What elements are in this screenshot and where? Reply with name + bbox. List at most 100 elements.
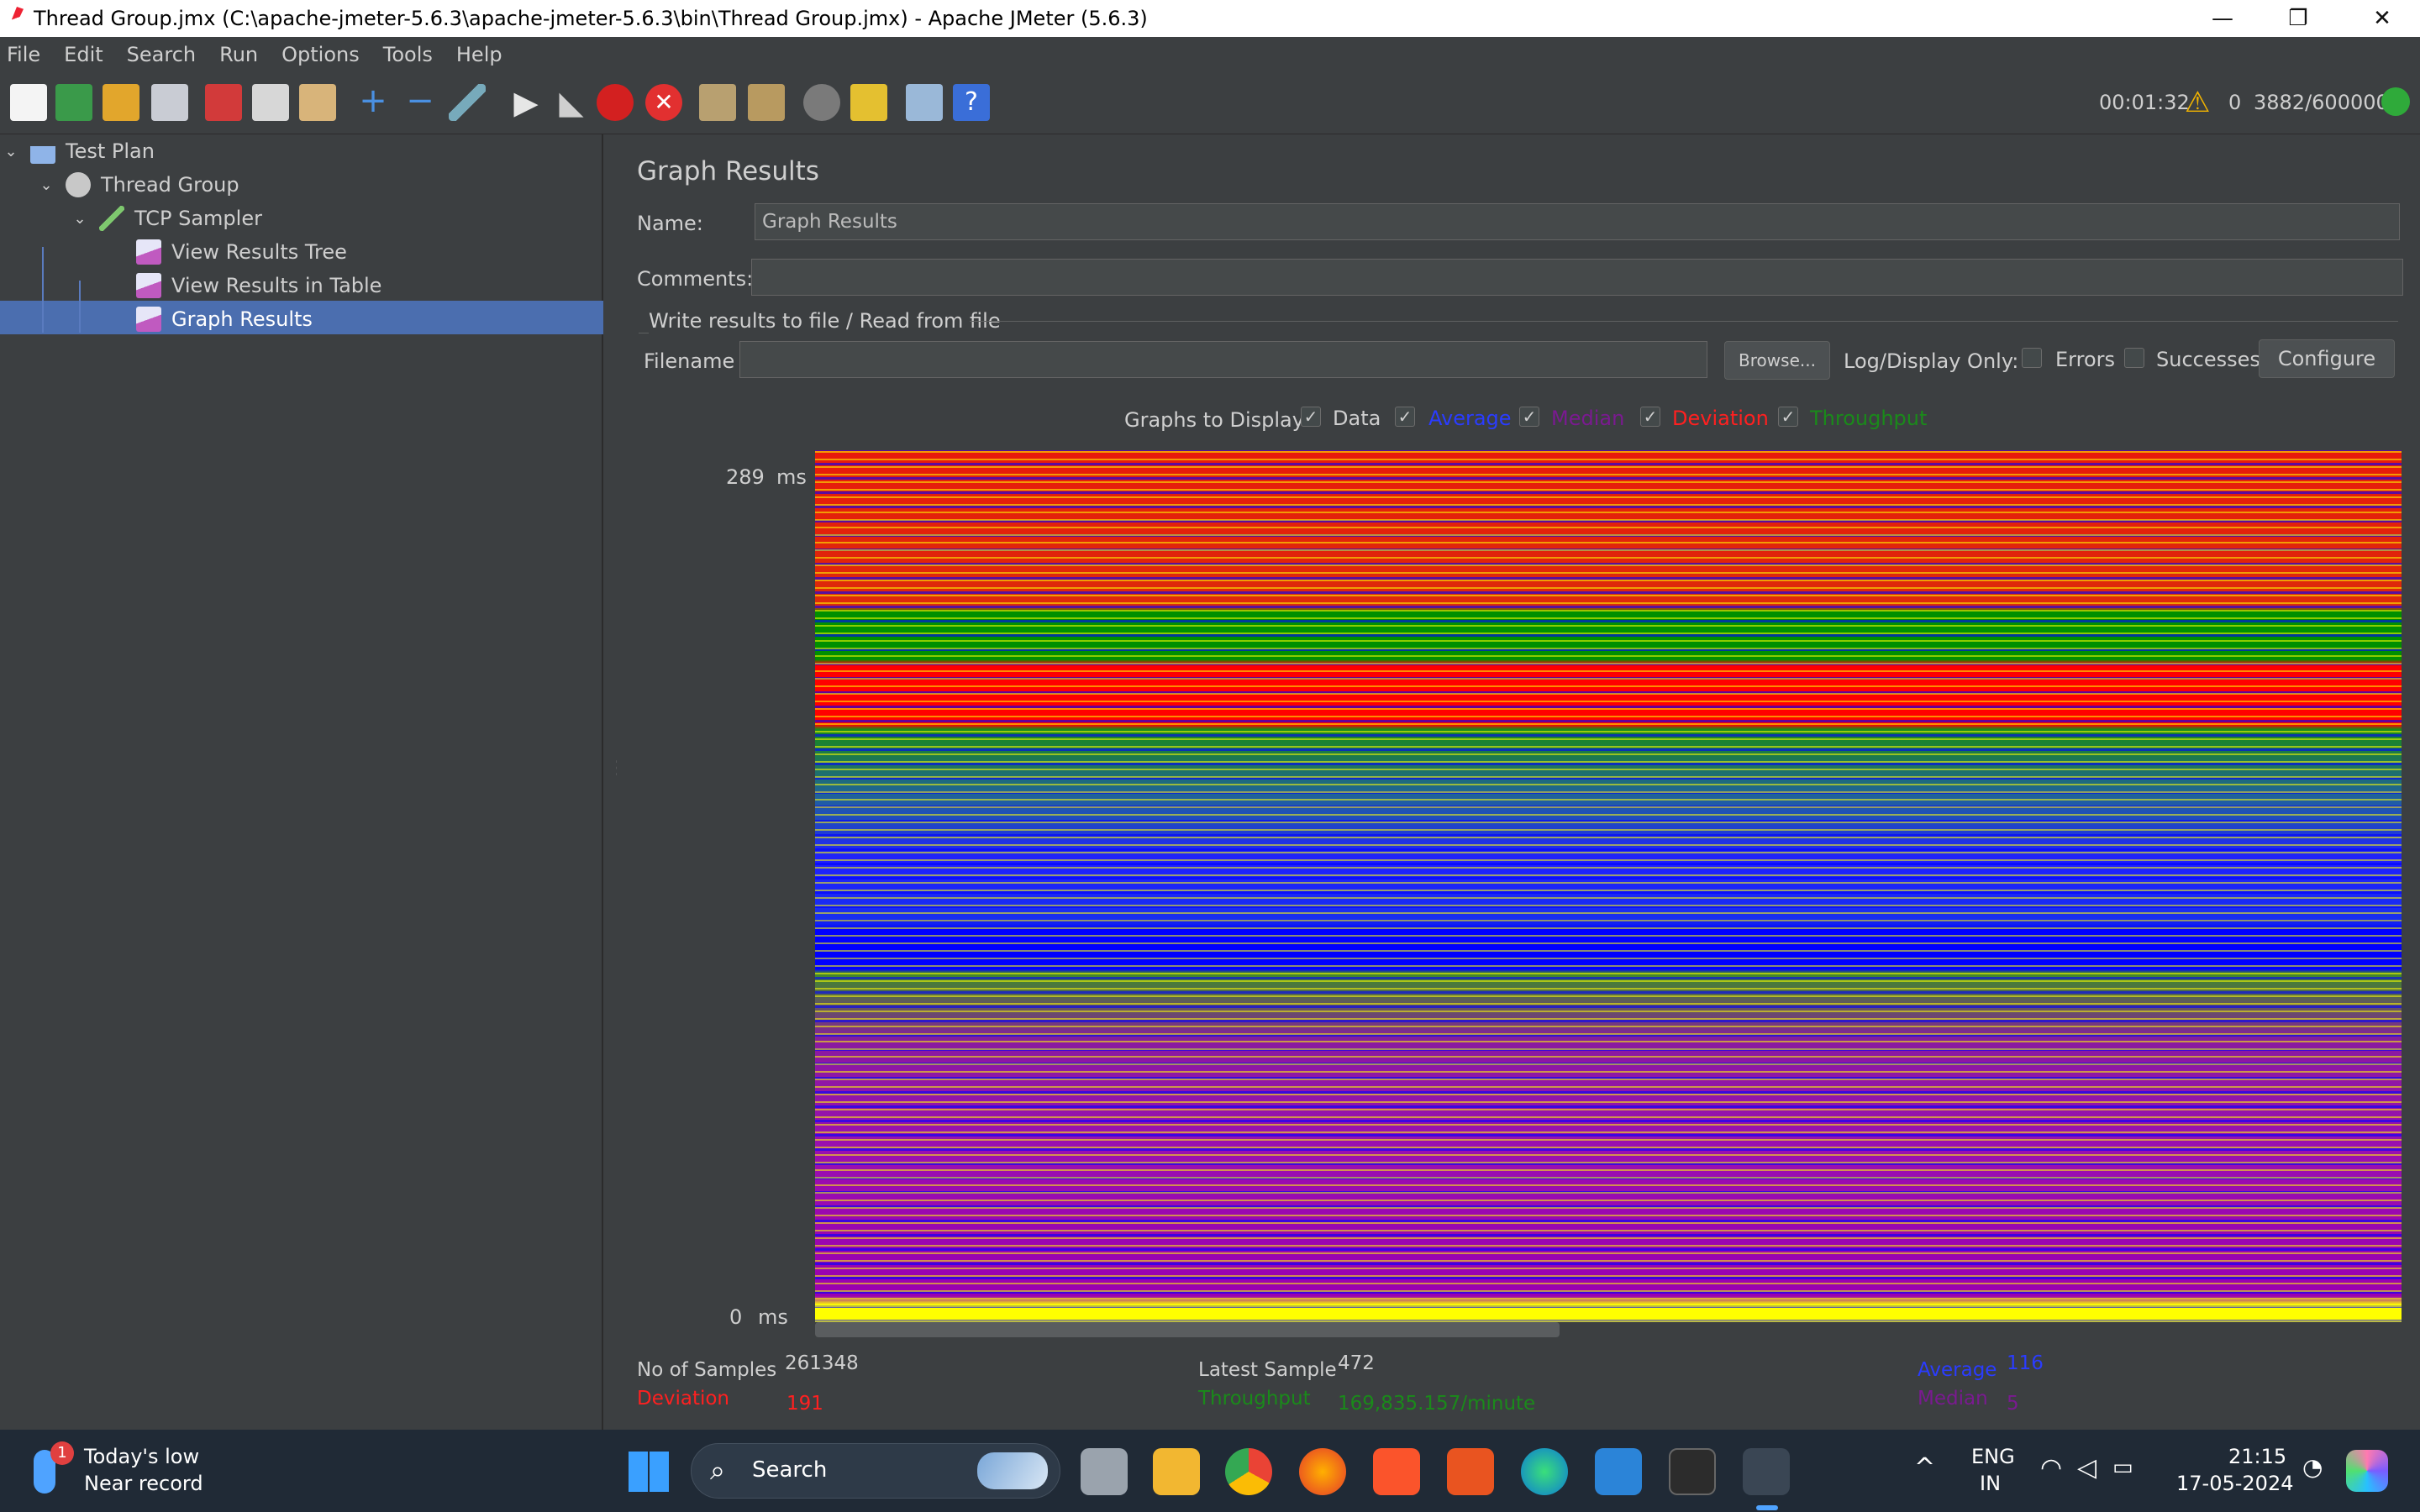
toggle-icon[interactable] (449, 84, 486, 121)
cut-icon[interactable] (205, 84, 242, 121)
clock-time[interactable]: 21:15 (2228, 1445, 2287, 1468)
chevron-up-icon[interactable]: ^ (1914, 1453, 1936, 1483)
battery-icon[interactable]: ▭ (2112, 1455, 2133, 1480)
menu-bar: File Edit Search Run Options Tools Help (0, 37, 2420, 72)
latest-sample-value: 472 (1338, 1352, 1375, 1374)
close-button[interactable]: ✕ (2373, 6, 2391, 31)
windows-start-icon[interactable] (629, 1452, 669, 1492)
maximize-button[interactable]: ❐ (2288, 6, 2308, 31)
expand-icon[interactable]: + (359, 81, 387, 120)
reset-search-icon[interactable] (850, 84, 887, 121)
tree-node-label: Thread Group (101, 173, 239, 197)
throughput-value: 169,835.157/minute (1338, 1393, 1536, 1415)
function-helper-icon[interactable] (906, 84, 943, 121)
tree-node-label: View Results Tree (171, 240, 347, 264)
group-border (970, 321, 2398, 322)
throughput-checkbox[interactable]: ✓ (1778, 407, 1798, 427)
wifi-icon[interactable]: ◠ (2040, 1453, 2063, 1483)
graph-listener-icon (136, 239, 161, 265)
errors-checkbox[interactable] (2022, 348, 2042, 368)
name-input[interactable]: Graph Results (755, 203, 2400, 240)
flask-icon (30, 139, 55, 164)
browse-button[interactable]: Browse... (1724, 341, 1830, 380)
copy-icon[interactable] (252, 84, 289, 121)
clear-all-icon[interactable] (748, 84, 785, 121)
edge-icon[interactable] (1521, 1448, 1568, 1495)
y-axis-max: 289 (726, 465, 765, 489)
volume-icon[interactable]: ◁ (2077, 1453, 2097, 1483)
terminal-icon[interactable] (1669, 1448, 1716, 1495)
save-icon[interactable] (151, 84, 188, 121)
collapse-icon[interactable]: − (406, 81, 434, 120)
open-icon[interactable] (103, 84, 139, 121)
clear-icon[interactable] (699, 84, 736, 121)
notifications-icon[interactable]: ◔ (2302, 1453, 2323, 1481)
chevron-down-icon[interactable]: ⌄ (73, 209, 87, 228)
deviation-value: 191 (786, 1393, 823, 1415)
menu-file[interactable]: File (7, 43, 41, 66)
filename-input[interactable] (739, 341, 1707, 378)
graph-scrollbar[interactable] (815, 1322, 1560, 1337)
language-top[interactable]: ENG (1971, 1445, 2015, 1468)
successes-checkbox[interactable] (2124, 348, 2144, 368)
copilot-icon[interactable] (2346, 1450, 2388, 1492)
data-checkbox[interactable]: ✓ (1301, 407, 1321, 427)
filename-label: Filename (644, 349, 735, 373)
stop-icon[interactable] (597, 84, 634, 121)
median-checkbox[interactable]: ✓ (1519, 407, 1539, 427)
tree-node-test-plan[interactable]: ⌄ Test Plan (2, 134, 155, 168)
average-checkbox[interactable]: ✓ (1395, 407, 1415, 427)
pane-splitter[interactable]: ⋮ (608, 759, 627, 790)
warning-icon[interactable]: ⚠ (2185, 86, 2211, 119)
tree-node-graph-results[interactable]: Graph Results (136, 302, 313, 336)
chevron-down-icon[interactable]: ⌄ (39, 176, 53, 194)
weather-title[interactable]: Today's low (84, 1445, 200, 1468)
menu-options[interactable]: Options (281, 43, 360, 66)
menu-help[interactable]: Help (455, 43, 502, 66)
jmeter-taskbar-icon[interactable] (1743, 1448, 1790, 1495)
minimize-button[interactable]: — (2212, 6, 2233, 31)
taskbar-search-box[interactable]: ⌕ Search (691, 1443, 1060, 1499)
start-icon[interactable]: ▶ (513, 84, 539, 121)
successes-label: Successes (2156, 348, 2260, 371)
warning-count: 0 (2228, 91, 2242, 114)
search-icon[interactable] (803, 84, 840, 121)
new-icon[interactable] (10, 84, 47, 121)
y-axis-unit-bottom: ms (758, 1305, 788, 1329)
search-icon: ⌕ (710, 1454, 725, 1486)
chevron-down-icon[interactable]: ⌄ (4, 142, 18, 160)
jmeter-feather-icon (8, 7, 24, 30)
tree-node-thread-group[interactable]: ⌄ Thread Group (37, 168, 239, 202)
log-display-label: Log/Display Only: (1844, 349, 2019, 373)
menu-tools[interactable]: Tools (382, 43, 433, 66)
menu-run[interactable]: Run (219, 43, 259, 66)
graph-listener-icon (136, 307, 161, 332)
tree-node-view-results-in-table[interactable]: View Results in Table (136, 269, 381, 302)
brave-icon[interactable] (1373, 1448, 1420, 1495)
vscode-icon[interactable] (1595, 1448, 1642, 1495)
deviation-checkbox[interactable]: ✓ (1640, 407, 1660, 427)
templates-icon[interactable] (55, 84, 92, 121)
start-no-pause-icon[interactable]: ◣ (559, 84, 584, 121)
chrome-icon[interactable] (1225, 1448, 1272, 1495)
task-view-icon[interactable] (1081, 1448, 1128, 1495)
windows-taskbar: 1 Today's low Near record ⌕ Search ^ ENG… (0, 1430, 2420, 1512)
tree-selection-highlight (0, 301, 603, 334)
y-axis-unit-top: ms (776, 465, 807, 489)
menu-edit[interactable]: Edit (64, 43, 103, 66)
file-explorer-icon[interactable] (1153, 1448, 1200, 1495)
file-group-title: Write results to file / Read from file (649, 309, 1001, 333)
shutdown-icon[interactable]: ✕ (645, 84, 682, 121)
comments-input[interactable] (751, 259, 2403, 296)
paste-icon[interactable] (299, 84, 336, 121)
tree-node-tcp-sampler[interactable]: ⌄ TCP Sampler (71, 202, 262, 235)
window-title: Thread Group.jmx (C:\apache-jmeter-5.6.3… (34, 7, 1148, 30)
ubuntu-icon[interactable] (1447, 1448, 1494, 1495)
help-icon[interactable]: ? (953, 84, 990, 121)
configure-button[interactable]: Configure (2259, 339, 2395, 378)
menu-search[interactable]: Search (126, 43, 197, 66)
weather-badge: 1 (50, 1441, 74, 1465)
firefox-icon[interactable] (1299, 1448, 1346, 1495)
tree-node-view-results-tree[interactable]: View Results Tree (136, 235, 347, 269)
tree-node-label: Graph Results (171, 307, 313, 331)
